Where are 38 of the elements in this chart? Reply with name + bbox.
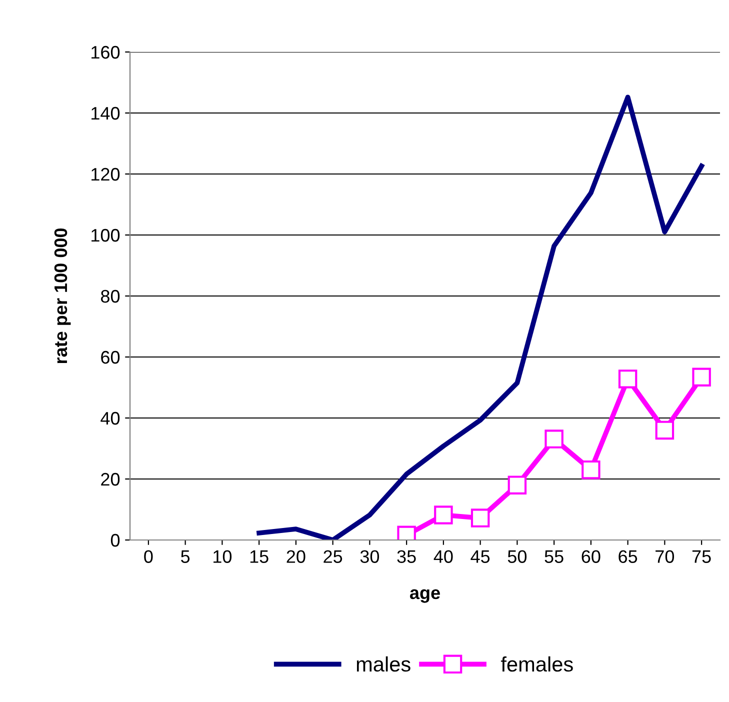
x-tick-label: 55 — [544, 550, 564, 563]
point — [618, 370, 638, 388]
legend-label: females — [500, 656, 573, 672]
x-tick-label: 60 — [582, 550, 600, 563]
point — [582, 460, 600, 480]
y-tick-label: 20 — [101, 472, 120, 486]
x-tick-label: 35 — [397, 550, 416, 563]
x-tick-label: 75 — [692, 550, 711, 563]
point — [692, 368, 711, 387]
x-axis-title: age — [410, 589, 440, 603]
y-tick-label: 60 — [101, 350, 120, 364]
point — [544, 430, 564, 448]
point — [434, 506, 453, 524]
y-tick-label: 0 — [110, 534, 120, 547]
y-axis-title: rate per 100 000 — [54, 228, 71, 364]
line-series — [256, 94, 704, 540]
x-tick-label: 10 — [214, 550, 232, 563]
point — [655, 420, 674, 440]
y-tick-label: 80 — [100, 290, 120, 303]
x-tick-label: 50 — [508, 550, 527, 563]
x-tick-label: 0 — [144, 550, 153, 563]
legend-label: males — [356, 656, 410, 672]
x-tick-label: 40 — [434, 550, 453, 563]
x-tick-label: 5 — [181, 550, 190, 563]
x-tick-label: 30 — [360, 550, 380, 563]
x-tick-label: 45 — [470, 550, 490, 563]
x-tick-label: 15 — [250, 550, 268, 563]
y-tick-label: 160 — [92, 46, 120, 59]
x-tick-label: 20 — [286, 550, 306, 563]
point — [470, 508, 490, 528]
x-tick-label: 25 — [324, 550, 342, 563]
y-tick-label: 140 — [92, 106, 120, 120]
x-tick-label: 65 — [618, 550, 638, 563]
point — [508, 476, 527, 494]
y-tick-label: 40 — [100, 412, 120, 425]
x-tick-label: 70 — [656, 550, 674, 563]
y-tick-label: 100 — [92, 228, 120, 242]
y-tick-label: 120 — [92, 168, 120, 181]
